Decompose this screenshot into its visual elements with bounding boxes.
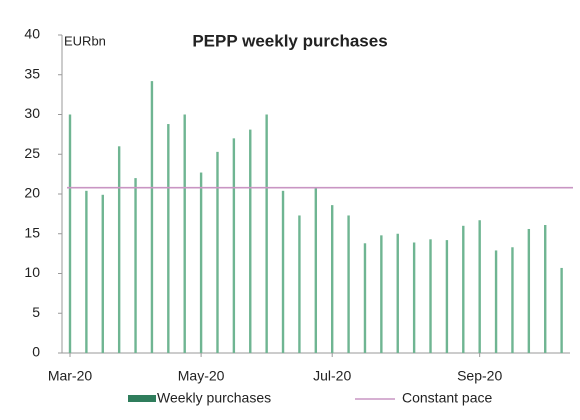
bar [232, 138, 236, 353]
y-tick-label: 0 [32, 344, 40, 360]
bar [68, 114, 72, 353]
y-tick-label: 15 [24, 224, 40, 240]
y-tick-label: 30 [24, 105, 40, 121]
legend-label: Constant pace [402, 390, 492, 406]
bar [85, 190, 88, 353]
bar [199, 172, 203, 353]
x-tick-label: Mar-20 [48, 368, 93, 384]
bar [560, 267, 563, 353]
bar [101, 194, 104, 353]
bar [363, 243, 367, 353]
x-tick-label: May-20 [178, 368, 225, 384]
bar [412, 242, 416, 353]
bar [281, 190, 285, 353]
y-tick-label: 20 [24, 185, 40, 201]
bar [445, 240, 449, 353]
legend-label: Weekly purchases [157, 390, 271, 406]
bar [249, 129, 252, 353]
bar [167, 124, 170, 353]
bar [183, 114, 186, 353]
bar [330, 205, 334, 353]
y-tick-label: 35 [24, 65, 40, 81]
y-tick-label: 25 [24, 145, 40, 161]
bar [544, 225, 547, 353]
y-tick-label: 40 [24, 26, 40, 42]
x-tick-label: Jul-20 [313, 368, 351, 384]
bar [478, 220, 481, 353]
bar [462, 225, 465, 353]
y-tick-label: 10 [24, 264, 40, 280]
bar [150, 81, 154, 354]
bar [314, 188, 318, 353]
bar [347, 215, 350, 353]
bar [380, 235, 383, 353]
bar [265, 114, 268, 353]
x-tick-label: Sep-20 [457, 368, 502, 384]
bar [117, 146, 121, 353]
bar [511, 247, 514, 353]
bar [396, 233, 399, 353]
chart-title: PEPP weekly purchases [192, 31, 387, 50]
bar [298, 215, 301, 353]
bar [216, 151, 219, 353]
bar [429, 239, 432, 353]
bar [527, 228, 531, 353]
y-axis-unit: EURbn [64, 33, 106, 48]
bar [134, 178, 137, 353]
bar [494, 250, 498, 353]
legend-swatch [128, 395, 156, 402]
y-tick-label: 5 [32, 304, 40, 320]
